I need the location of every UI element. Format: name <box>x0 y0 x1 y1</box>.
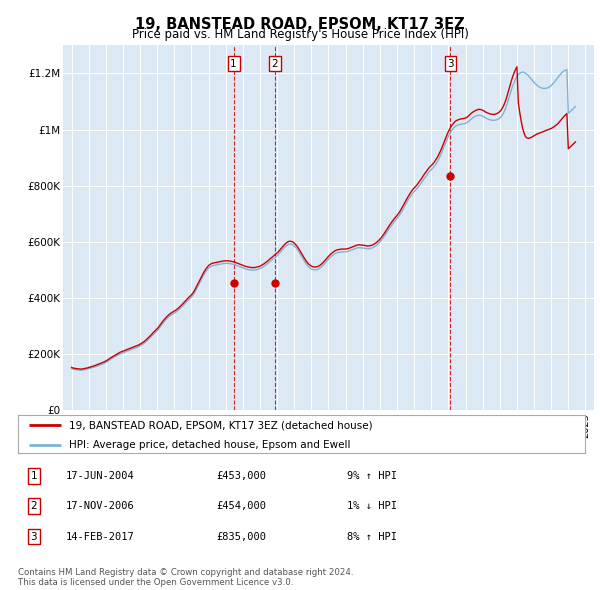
Text: 8% ↑ HPI: 8% ↑ HPI <box>347 532 397 542</box>
Text: 9% ↑ HPI: 9% ↑ HPI <box>347 471 397 481</box>
Text: 1: 1 <box>31 471 37 481</box>
Text: 1% ↓ HPI: 1% ↓ HPI <box>347 502 397 512</box>
Text: £453,000: £453,000 <box>217 471 266 481</box>
Text: 19, BANSTEAD ROAD, EPSOM, KT17 3EZ: 19, BANSTEAD ROAD, EPSOM, KT17 3EZ <box>135 17 465 31</box>
Text: 3: 3 <box>31 532 37 542</box>
Text: Price paid vs. HM Land Registry's House Price Index (HPI): Price paid vs. HM Land Registry's House … <box>131 28 469 41</box>
Text: 17-NOV-2006: 17-NOV-2006 <box>66 502 135 512</box>
Text: 19, BANSTEAD ROAD, EPSOM, KT17 3EZ (detached house): 19, BANSTEAD ROAD, EPSOM, KT17 3EZ (deta… <box>69 420 373 430</box>
Text: 3: 3 <box>447 58 454 68</box>
Text: 2: 2 <box>31 502 37 512</box>
Text: 14-FEB-2017: 14-FEB-2017 <box>66 532 135 542</box>
Text: HPI: Average price, detached house, Epsom and Ewell: HPI: Average price, detached house, Epso… <box>69 440 350 450</box>
Text: 1: 1 <box>230 58 237 68</box>
Text: 17-JUN-2004: 17-JUN-2004 <box>66 471 135 481</box>
Text: Contains HM Land Registry data © Crown copyright and database right 2024.
This d: Contains HM Land Registry data © Crown c… <box>18 568 353 587</box>
Text: £835,000: £835,000 <box>217 532 266 542</box>
Text: 2: 2 <box>272 58 278 68</box>
Text: £454,000: £454,000 <box>217 502 266 512</box>
